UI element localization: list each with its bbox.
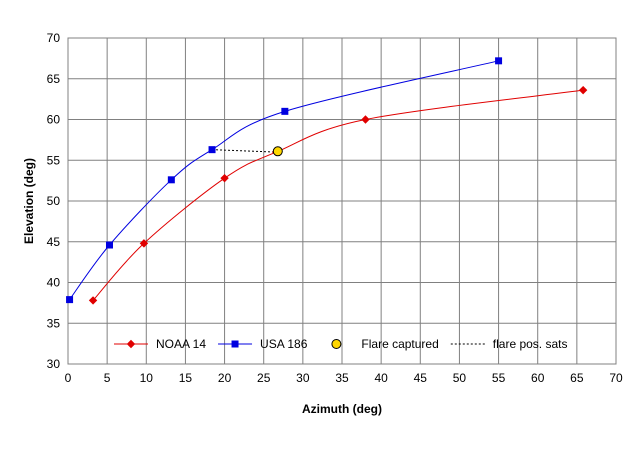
data-point [139, 239, 149, 248]
data-point [578, 85, 588, 95]
x-tick-label: 0 [65, 371, 72, 385]
legend-label: Flare captured [361, 337, 438, 351]
x-tick-label: 20 [218, 371, 232, 385]
data-point [220, 173, 229, 183]
data-point [281, 107, 289, 115]
x-tick-label: 5 [104, 371, 111, 385]
legend-swatch-marker [231, 340, 239, 348]
y-tick-label: 45 [47, 235, 61, 249]
series-flare-captured [272, 146, 283, 157]
y-tick-label: 60 [47, 113, 61, 127]
plot-frame [67, 37, 617, 365]
legend-label: flare pos. sats [493, 337, 568, 351]
x-tick-label: 30 [296, 371, 310, 385]
x-tick-label: 55 [492, 371, 506, 385]
data-point [66, 296, 74, 304]
legend-swatch-marker [331, 339, 342, 349]
series-usa-186 [66, 57, 503, 304]
y-axis-title: Elevation (deg) [22, 158, 36, 244]
data-point [208, 146, 216, 154]
x-tick-label: 15 [179, 371, 193, 385]
data-point [167, 176, 175, 184]
y-tick-label: 40 [47, 276, 61, 290]
x-tick-label: 35 [335, 371, 349, 385]
legend-item: USA 186 [218, 337, 308, 351]
data-point [88, 296, 98, 305]
legend-label: NOAA 14 [156, 337, 206, 351]
legend-label: USA 186 [260, 337, 308, 351]
series-noaa-14 [88, 85, 588, 305]
y-tick-label: 30 [47, 357, 61, 371]
legend-item: flare pos. sats [450, 337, 568, 351]
legend: NOAA 14 USA 186 Flare captured flare pos. s… [114, 337, 567, 351]
data-point [105, 241, 113, 249]
x-tick-label: 50 [453, 371, 467, 385]
x-tick-labels: 0 5 10 15 20 25 30 35 40 45 50 55 60 65 70 [65, 371, 623, 385]
y-tick-label: 55 [47, 153, 61, 167]
legend-swatch-marker [126, 339, 136, 349]
x-tick-label: 70 [609, 371, 623, 385]
y-tick-label: 35 [47, 316, 61, 330]
legend-item: Flare captured [331, 337, 439, 351]
series-line [212, 149, 277, 153]
y-tick-labels: 30 35 40 45 50 55 60 65 70 [47, 31, 61, 371]
data-point [495, 57, 503, 65]
data-point [361, 115, 370, 124]
x-tick-label: 60 [531, 371, 545, 385]
y-tick-label: 50 [47, 194, 61, 208]
x-tick-label: 25 [257, 371, 271, 385]
x-axis-title: Azimuth (deg) [302, 402, 382, 416]
x-tick-label: 45 [414, 371, 428, 385]
x-tick-label: 65 [570, 371, 584, 385]
y-tick-label: 70 [47, 31, 61, 45]
series-layer [66, 57, 588, 305]
x-tick-label: 10 [140, 371, 154, 385]
x-tick-label: 40 [374, 371, 388, 385]
grid-lines [68, 38, 616, 364]
legend-item: NOAA 14 [114, 337, 206, 351]
y-tick-label: 65 [47, 72, 61, 86]
data-point [272, 146, 283, 157]
series-flare-pos-sats [212, 149, 277, 153]
